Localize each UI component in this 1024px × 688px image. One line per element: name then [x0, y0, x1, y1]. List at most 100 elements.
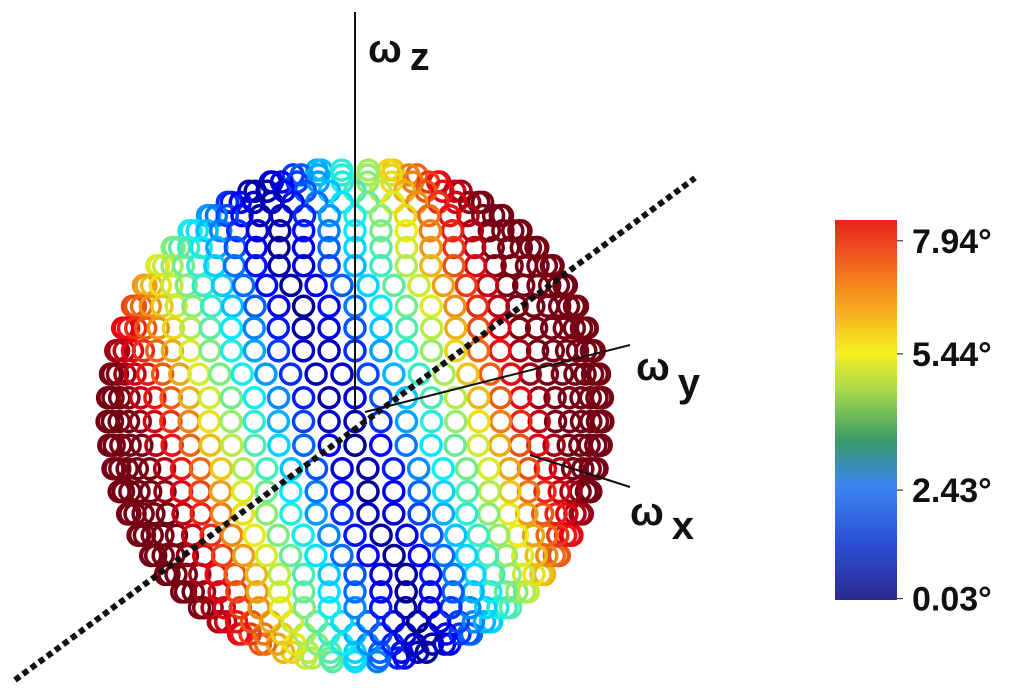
ring [330, 610, 354, 634]
ring [164, 294, 188, 319]
ring [146, 316, 171, 340]
y-axis [364, 344, 631, 413]
ring [266, 523, 290, 547]
ring [356, 479, 380, 504]
ring [120, 339, 145, 363]
ring [394, 580, 418, 604]
ring [521, 523, 546, 547]
ring [488, 409, 513, 434]
ring [210, 273, 235, 298]
ring [115, 456, 139, 481]
ring [541, 339, 566, 363]
y-axis-dashed [13, 175, 697, 683]
ring [291, 409, 316, 434]
ring [488, 339, 512, 363]
ring [466, 339, 491, 363]
ring [444, 409, 468, 434]
ring [442, 253, 466, 278]
ring [443, 294, 467, 319]
ring [441, 562, 466, 587]
ring [292, 203, 317, 228]
ring [111, 479, 136, 504]
ring [394, 316, 419, 340]
ring [100, 409, 125, 434]
ring [138, 294, 163, 319]
ring [231, 456, 256, 481]
ring [382, 543, 406, 568]
ring [291, 385, 316, 410]
ring [304, 610, 329, 634]
ring [317, 385, 341, 410]
ring [568, 433, 592, 457]
x-axis [529, 454, 631, 488]
ring [465, 294, 490, 319]
ring [443, 385, 468, 410]
ring [280, 610, 305, 634]
ring [379, 163, 404, 187]
ring [420, 523, 444, 547]
ring [230, 479, 255, 504]
ring [137, 456, 162, 481]
ring [479, 580, 503, 604]
ring [477, 479, 502, 504]
ring [330, 273, 354, 298]
ring [466, 523, 490, 547]
ring [317, 235, 341, 260]
ring [454, 543, 479, 568]
ring [231, 273, 256, 298]
ring [291, 218, 316, 243]
ring [431, 273, 456, 298]
ring [155, 502, 180, 526]
ring [244, 562, 269, 587]
ring [228, 190, 253, 215]
ring [255, 456, 279, 481]
ring [419, 339, 444, 363]
ring [278, 543, 303, 568]
ring [569, 385, 593, 410]
ring [407, 273, 431, 298]
ring [369, 409, 393, 434]
ring [419, 294, 443, 319]
ring [267, 562, 292, 587]
ring [356, 502, 380, 526]
ring [368, 203, 393, 228]
ring [431, 502, 456, 526]
ring [356, 456, 380, 481]
ring [317, 433, 342, 457]
ring [394, 235, 419, 260]
ring [220, 523, 244, 547]
ring [224, 610, 249, 634]
ring [138, 479, 163, 504]
colorbar-tick-label: 7.94° [912, 223, 992, 261]
ring [219, 385, 244, 410]
ring [317, 339, 341, 363]
ring [292, 595, 317, 620]
ring [330, 502, 354, 526]
ring [443, 339, 468, 363]
axis-symbol: ω [636, 345, 670, 389]
ring [478, 362, 502, 386]
ring [407, 502, 431, 526]
ring [369, 339, 393, 363]
ring [267, 253, 291, 278]
ring [188, 456, 213, 481]
ring [242, 409, 266, 434]
ring [123, 362, 147, 386]
ring [244, 235, 268, 260]
ring [356, 190, 380, 215]
ring [208, 362, 232, 386]
ring [291, 294, 316, 319]
ring [405, 610, 430, 634]
ring [317, 218, 341, 243]
ring-sphere [95, 158, 615, 674]
ring [557, 409, 582, 434]
ring [477, 218, 502, 243]
ring [394, 294, 419, 319]
axis-subscript: z [410, 35, 430, 79]
colorbar-tick-label: 0.03° [912, 581, 992, 619]
ring [441, 580, 465, 604]
axis-subscript: y [678, 361, 701, 405]
ring [143, 385, 167, 410]
ring [317, 409, 341, 434]
